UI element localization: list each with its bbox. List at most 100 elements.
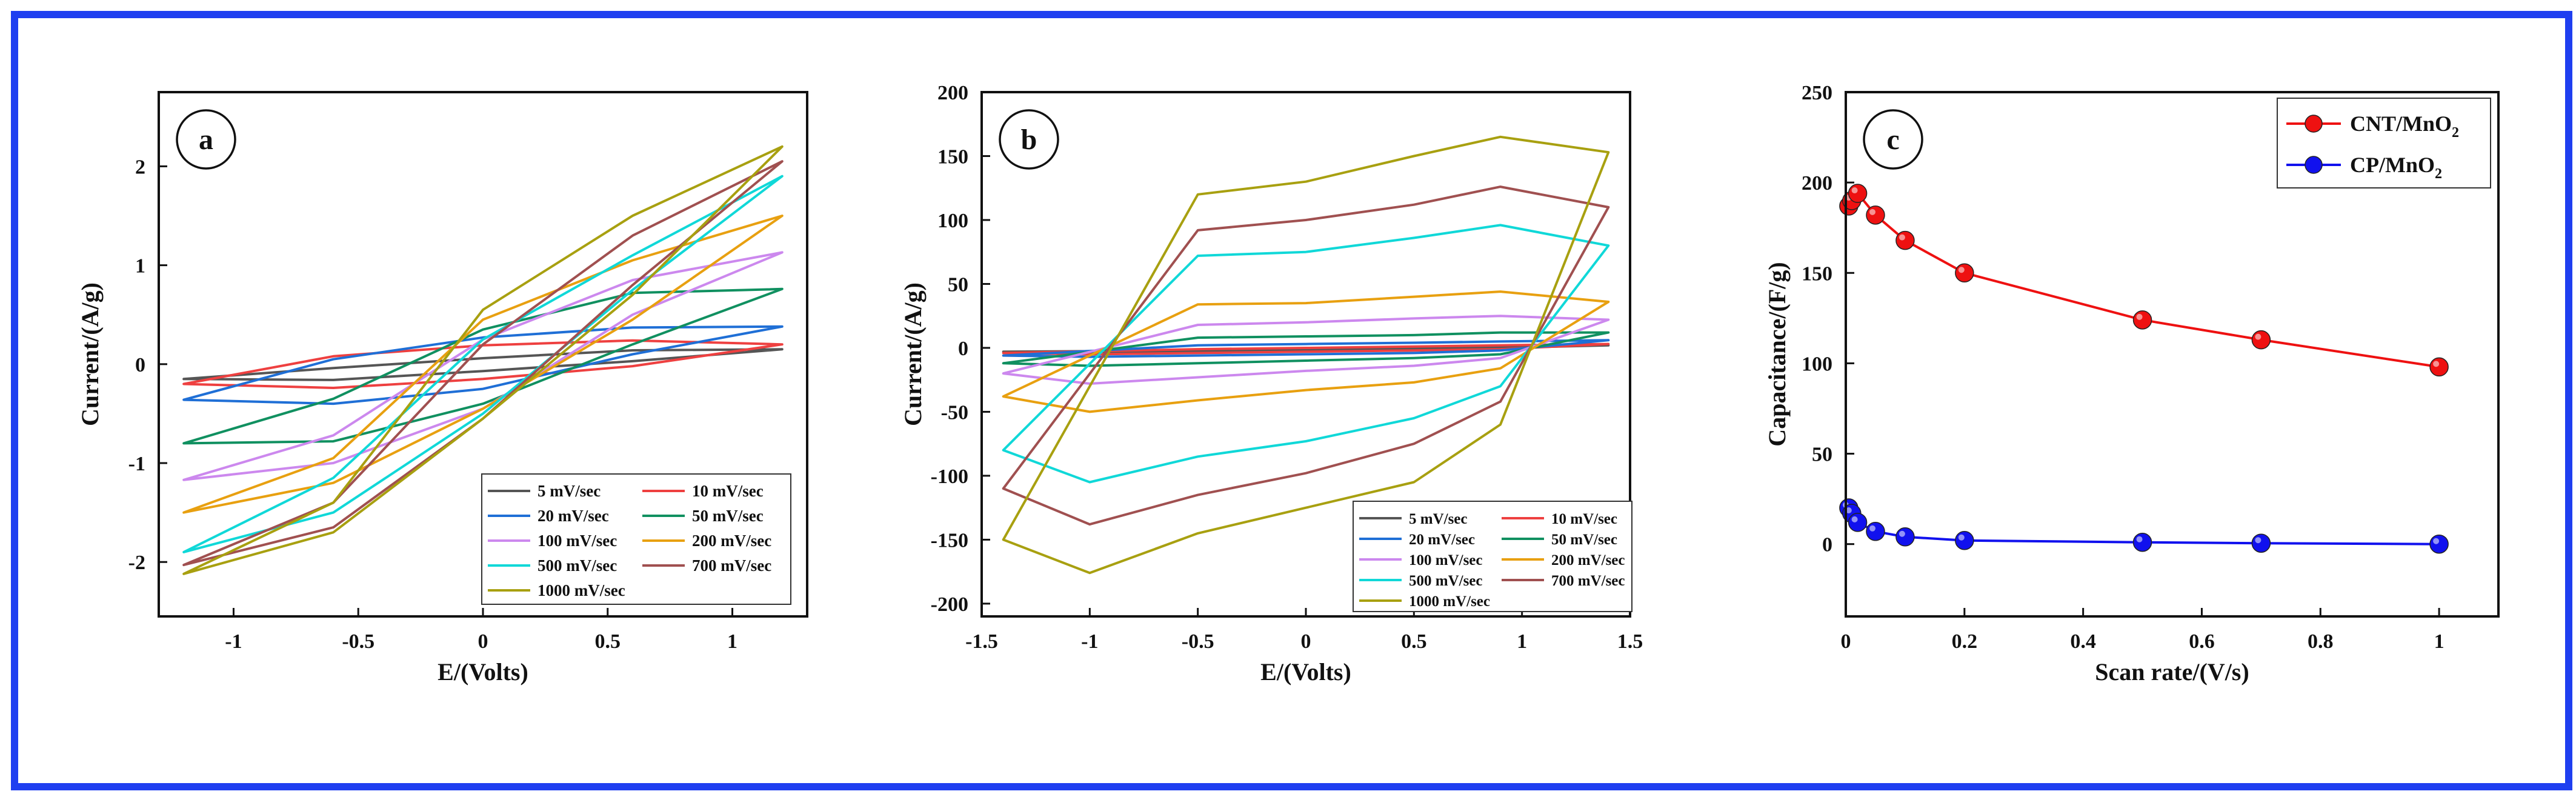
data-point	[1895, 230, 1915, 250]
data-point-highlight	[2136, 536, 2143, 542]
series-line-7	[1002, 185, 1610, 526]
series-line-6	[182, 175, 784, 553]
legend-label: 100 mV/sec	[537, 532, 617, 550]
x-tick-label: 1.5	[1617, 630, 1643, 653]
x-tick-label: 0.5	[1401, 630, 1427, 653]
legend-label: 500 mV/sec	[1409, 573, 1483, 589]
panel-label-badge	[1863, 109, 1923, 170]
y-tick-label: 0	[135, 354, 145, 376]
x-tick-label: 1	[1517, 630, 1527, 653]
legend-label: 1000 mV/sec	[537, 581, 625, 599]
y-axis-label: Current/(A/g)	[899, 282, 927, 426]
data-point	[2429, 534, 2449, 554]
y-axis-label: Capacitance/(F/g)	[1763, 262, 1791, 446]
x-tick-label: 0	[478, 630, 488, 653]
panel-label: c	[1886, 124, 1899, 156]
y-tick-label: -1	[128, 453, 145, 475]
legend-label: 50 mV/sec	[692, 507, 764, 525]
data-point-highlight	[2433, 361, 2440, 367]
data-point	[2429, 357, 2449, 377]
panel-label: a	[199, 124, 213, 156]
x-tick-label: 0.6	[2189, 630, 2215, 653]
legend: 5 mV/sec 10 mV/sec 20 mV/sec 50 mV/sec 100 m…	[481, 473, 791, 605]
legend-label: 700 mV/sec	[1551, 573, 1625, 589]
series-line-7	[182, 160, 784, 567]
legend-label: 700 mV/sec	[692, 556, 771, 575]
x-axis-label: E/(Volts)	[1260, 658, 1351, 686]
x-axis-label: E/(Volts)	[438, 658, 528, 686]
legend-label: 1000 mV/sec	[1409, 593, 1490, 610]
series-line-5	[1002, 290, 1610, 413]
data-point	[2132, 310, 2152, 330]
series-line-8	[182, 145, 784, 575]
data-point-highlight	[2255, 333, 2261, 340]
data-point-highlight	[1958, 267, 1965, 273]
plot-frame	[1845, 91, 2500, 618]
series-line-2	[182, 325, 784, 405]
y-tick-label: -2	[128, 552, 145, 574]
data-point	[2132, 532, 2152, 552]
legend-label: 50 mV/sec	[1551, 532, 1617, 548]
data-point-highlight	[1851, 187, 1858, 194]
x-tick-label: -1	[1081, 630, 1098, 653]
y-tick-label: 200	[937, 82, 968, 104]
legend-marker	[2305, 115, 2323, 133]
data-point-highlight	[1958, 534, 1965, 541]
x-tick-label: 0.2	[1952, 630, 1978, 653]
x-tick-label: 1	[727, 630, 737, 653]
data-point-highlight	[1845, 507, 1852, 513]
panel-label: b	[1021, 124, 1037, 156]
series-line-3	[182, 287, 784, 445]
data-point	[1866, 522, 1885, 541]
legend: 5 mV/sec 10 mV/sec 20 mV/sec 50 mV/sec 100 m…	[1353, 501, 1632, 612]
series-line-8	[1002, 135, 1610, 575]
data-point	[1895, 527, 1915, 547]
data-point	[1955, 530, 1974, 550]
data-point-highlight	[1899, 234, 1905, 241]
y-tick-label: 0	[958, 338, 968, 360]
x-tick-label: -1	[225, 630, 242, 653]
series-line-4	[182, 251, 784, 481]
data-point-highlight	[1869, 525, 1875, 532]
panel-label-badge	[176, 109, 236, 170]
y-tick-label: -200	[931, 593, 968, 616]
y-tick-label: -50	[941, 401, 968, 424]
y-tick-label: 2	[135, 156, 145, 178]
x-tick-label: 0.8	[2308, 630, 2334, 653]
legend-label: 20 mV/sec	[1409, 532, 1475, 548]
y-tick-label: 50	[948, 273, 968, 296]
x-axis-label: Scan rate/(V/s)	[2095, 658, 2249, 686]
series-line-2	[1002, 339, 1610, 358]
panel-label-badge	[999, 109, 1059, 170]
y-axis-label: Current/(A/g)	[76, 282, 104, 426]
data-point-highlight	[1851, 516, 1858, 522]
data-point	[2251, 533, 2271, 553]
y-tick-label: 200	[1802, 172, 1832, 195]
y-tick-label: 0	[1822, 534, 1832, 556]
data-point	[1955, 263, 1974, 283]
y-tick-label: 1	[135, 255, 145, 278]
x-tick-label: -0.5	[342, 630, 374, 653]
data-point-highlight	[1899, 530, 1905, 537]
data-point-highlight	[2433, 538, 2440, 544]
legend-box	[1353, 501, 1632, 612]
x-tick-label: 1	[2434, 630, 2445, 653]
legend-label: 100 mV/sec	[1409, 552, 1483, 569]
data-point-highlight	[2255, 537, 2261, 544]
x-tick-label: 0	[1841, 630, 1851, 653]
legend-marker	[2305, 156, 2323, 174]
x-tick-label: 0.5	[595, 630, 621, 653]
y-tick-label: 150	[1802, 262, 1832, 285]
series-line-1	[1002, 342, 1610, 356]
data-point-highlight	[1869, 209, 1875, 215]
y-tick-label: -100	[931, 465, 968, 488]
legend-label: 5 mV/sec	[537, 482, 601, 500]
series-line-4	[1002, 315, 1610, 385]
legend-label: 10 mV/sec	[1551, 511, 1617, 527]
y-tick-label: -150	[931, 529, 968, 552]
x-tick-label: 0	[1301, 630, 1311, 653]
data-point-highlight	[2136, 313, 2143, 320]
x-tick-label: -1.5	[965, 630, 998, 653]
